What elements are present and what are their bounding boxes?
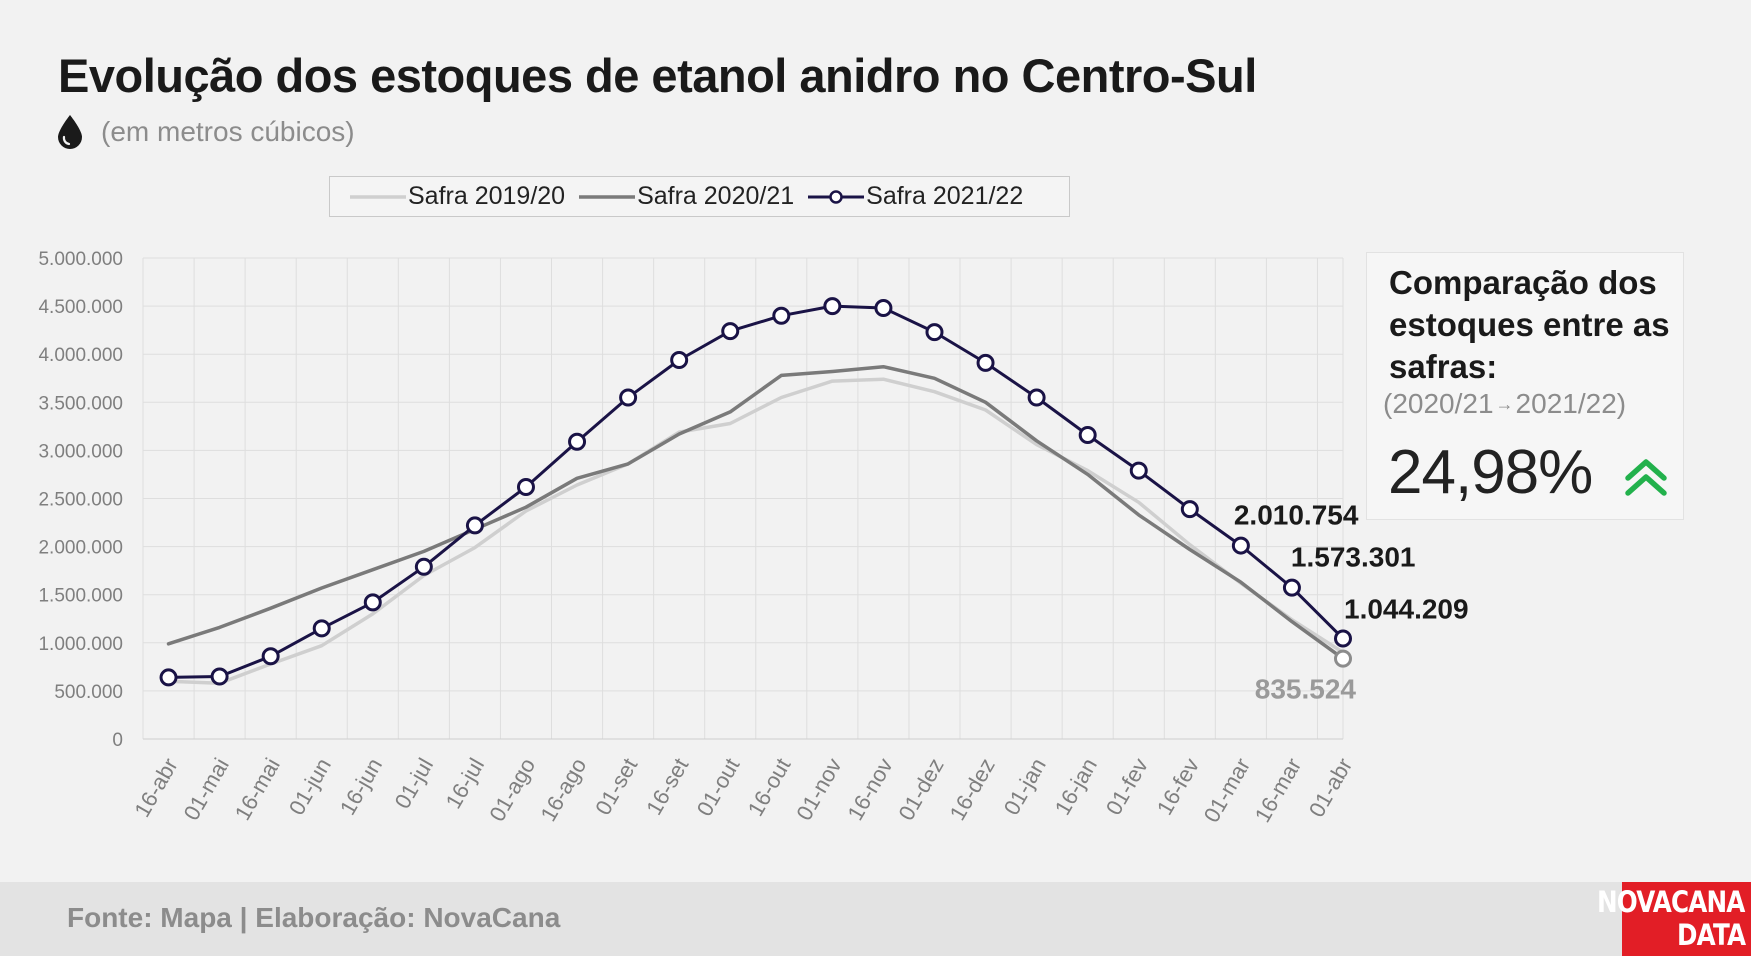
x-tick-label: 16-dez [945,754,1000,825]
y-tick-label: 4.500.000 [38,297,123,318]
data-point [823,297,842,316]
data-point [670,350,689,369]
chart-title: Evolução dos estoques de etanol anidro n… [58,49,1257,102]
comparison-title: Comparação dos estoques entre as safras: [1389,264,1670,385]
x-tick-label: 16-mar [1250,754,1306,827]
x-tick-label: 01-mai [179,754,234,825]
data-point [159,668,178,687]
data-point [1078,426,1097,445]
legend-label-2020-21: Safra 2020/21 [637,182,795,210]
chart-subtitle: (em metros cúbicos) [101,116,355,147]
data-point [772,306,791,325]
data-point [210,667,229,686]
y-tick-label: 2.500.000 [38,490,123,511]
x-tick-label: 16-jul [441,754,490,813]
comparison-period: (2020/21 →2021/22) [1383,388,1626,420]
source-credit: Fonte: Mapa | Elaboração: NovaCana [67,902,561,933]
x-tick-label: 16-jun [335,754,387,819]
data-label: 835.524 [1255,674,1357,705]
x-tick-label: 16-mai [230,754,285,825]
y-tick-label: 1.000.000 [38,634,123,655]
y-tick-label: 500.000 [54,682,123,703]
data-point [976,353,995,372]
x-tick-label: 16-fev [1152,754,1204,819]
legend-label-2019-20: Safra 2019/20 [408,182,566,210]
x-tick-label: 01-ago [484,754,540,826]
x-tick-label: 16-set [641,754,693,819]
logo-line-1: NOVACANA [1597,885,1746,919]
y-tick-label: 0 [112,730,123,751]
series-line-1 [166,364,1345,661]
data-point [1027,388,1046,407]
y-tick-label: 3.500.000 [38,393,123,414]
drop-icon [58,115,82,149]
y-tick-label: 4.000.000 [38,345,123,366]
x-tick-label: 16-out [743,754,796,821]
data-label: 2.010.754 [1234,500,1359,531]
line-chart: 0 500.000 1.000.000 1.500.000 2.000.000 2.500… [38,249,1469,827]
data-point [1180,500,1199,519]
x-tick-label: 01-out [692,754,745,821]
x-tick-label: 01-jan [999,754,1051,819]
data-point [568,432,587,451]
data-point [925,323,944,342]
data-point [414,557,433,576]
x-tick-label: 01-jun [284,754,336,819]
x-tick-label: 01-set [590,754,642,819]
y-tick-label: 2.000.000 [38,538,123,559]
data-point [312,619,331,638]
subtitle-row: (em metros cúbicos) [56,114,355,150]
period-to: 2021/22) [1515,388,1627,419]
y-tick-label: 1.500.000 [38,586,123,607]
x-tick-label: 01-abr [1304,754,1357,822]
data-point [1231,536,1250,555]
x-tick-label: 16-ago [535,754,591,826]
x-tick-label: 01-fev [1101,754,1153,819]
data-point [465,516,484,535]
legend-swatch-2019-20 [350,194,406,199]
comparison-panel: Comparação dos estoques entre as safras:… [1366,252,1684,520]
data-point [1282,578,1301,597]
data-label: 1.573.301 [1291,542,1416,573]
legend-item-safra-2021-22: Safra 2021/22 [808,182,1023,211]
data-label: 1.044.209 [1344,594,1469,625]
novacana-data-logo: NOVACANA DATA [1598,882,1751,956]
data-point [874,299,893,318]
y-tick-label: 3.000.000 [38,441,123,462]
x-tick-label: 16-jan [1050,754,1102,819]
series-line-2 [167,304,1345,679]
data-point [1334,629,1352,648]
footer: Fonte: Mapa | Elaboração: NovaCana [0,882,1751,956]
data-point [619,388,638,407]
comparison-value: 24,98% [1388,438,1593,507]
x-tick-label: 01-mar [1199,754,1255,827]
chart-legend: Safra 2019/20 Safra 2020/21 Safra 2021/2… [329,176,1070,217]
y-tick-label: 5.000.000 [38,249,123,270]
x-tick-label: 01-nov [791,754,846,825]
period-arrow-icon: → [1495,394,1514,414]
series-line-0 [166,377,1345,685]
logo-line-2: DATA [1676,918,1746,952]
data-point [721,322,740,341]
x-tick-label: 01-jul [390,754,439,813]
legend-item-safra-2020-21: Safra 2020/21 [579,182,794,211]
double-chevron-up-icon [1625,459,1667,496]
data-point [363,593,382,612]
legend-swatch-2021-22 [808,189,865,204]
legend-item-safra-2019-20: Safra 2019/20 [350,182,565,211]
period-from: (2020/21 [1383,388,1494,419]
data-point [261,647,280,666]
data-point [516,477,535,496]
data-point [1129,461,1148,480]
x-tick-label: 16-nov [842,754,897,825]
legend-label-2021-22: Safra 2021/22 [866,182,1024,210]
x-tick-label: 16-abr [129,754,182,822]
data-point-2020-21-end [1334,649,1352,668]
x-tick-label: 01-dez [893,754,948,825]
legend-swatch-2020-21 [579,194,636,199]
